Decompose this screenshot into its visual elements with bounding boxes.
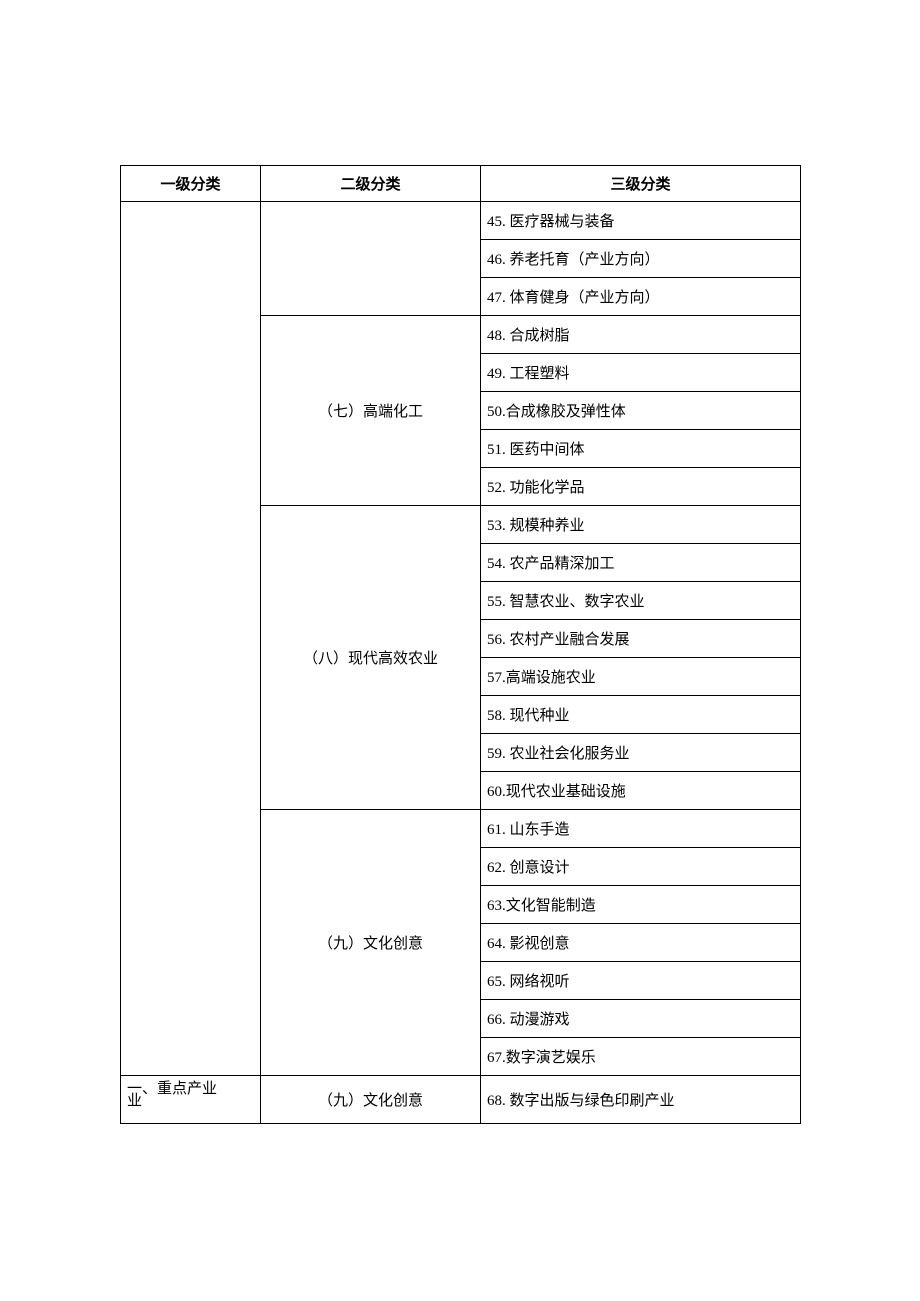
level3-cell: 61. 山东手造 [481,810,801,848]
level2-cell-group9b: （九）文化创意 [261,1076,481,1124]
level3-cell: 67.数字演艺娱乐 [481,1038,801,1076]
level3-cell: 60.现代农业基础设施 [481,772,801,810]
level3-cell: 47. 体育健身（产业方向） [481,278,801,316]
header-level2: 二级分类 [261,166,481,202]
level3-cell: 53. 规模种养业 [481,506,801,544]
level3-cell: 45. 医疗器械与装备 [481,202,801,240]
level3-cell: 58. 现代种业 [481,696,801,734]
table-row: 一、重点产业 业 （九）文化创意 68. 数字出版与绿色印刷产业 [121,1076,801,1124]
level2-cell-group7: （七）高端化工 [261,316,481,506]
level3-cell: 64. 影视创意 [481,924,801,962]
level1-cell-empty [121,202,261,1076]
level3-cell: 46. 养老托育（产业方向） [481,240,801,278]
header-level1: 一级分类 [121,166,261,202]
level3-cell: 66. 动漫游戏 [481,1000,801,1038]
level1-cell-section2: 一、重点产业 业 [121,1076,261,1124]
level3-cell: 59. 农业社会化服务业 [481,734,801,772]
table-header-row: 一级分类 二级分类 三级分类 [121,166,801,202]
level3-cell: 62. 创意设计 [481,848,801,886]
table-row: 45. 医疗器械与装备 [121,202,801,240]
level3-cell: 56. 农村产业融合发展 [481,620,801,658]
level3-cell: 51. 医药中间体 [481,430,801,468]
level3-cell: 65. 网络视听 [481,962,801,1000]
level3-cell: 52. 功能化学品 [481,468,801,506]
level3-cell: 63.文化智能制造 [481,886,801,924]
level3-cell: 55. 智慧农业、数字农业 [481,582,801,620]
classification-table-container: 一级分类 二级分类 三级分类 45. 医疗器械与装备 46. 养老托育（产业方向… [120,165,800,1124]
level3-cell: 54. 农产品精深加工 [481,544,801,582]
level3-cell: 48. 合成树脂 [481,316,801,354]
level3-cell: 68. 数字出版与绿色印刷产业 [481,1076,801,1124]
level2-cell-empty [261,202,481,316]
level3-cell: 57.高端设施农业 [481,658,801,696]
level3-cell: 50.合成橡胶及弹性体 [481,392,801,430]
level3-cell: 49. 工程塑料 [481,354,801,392]
classification-table: 一级分类 二级分类 三级分类 45. 医疗器械与装备 46. 养老托育（产业方向… [120,165,801,1124]
level1-suffix: 业 [127,1093,142,1109]
header-level3: 三级分类 [481,166,801,202]
level2-cell-group9: （九）文化创意 [261,810,481,1076]
level2-cell-group8: （八）现代高效农业 [261,506,481,810]
